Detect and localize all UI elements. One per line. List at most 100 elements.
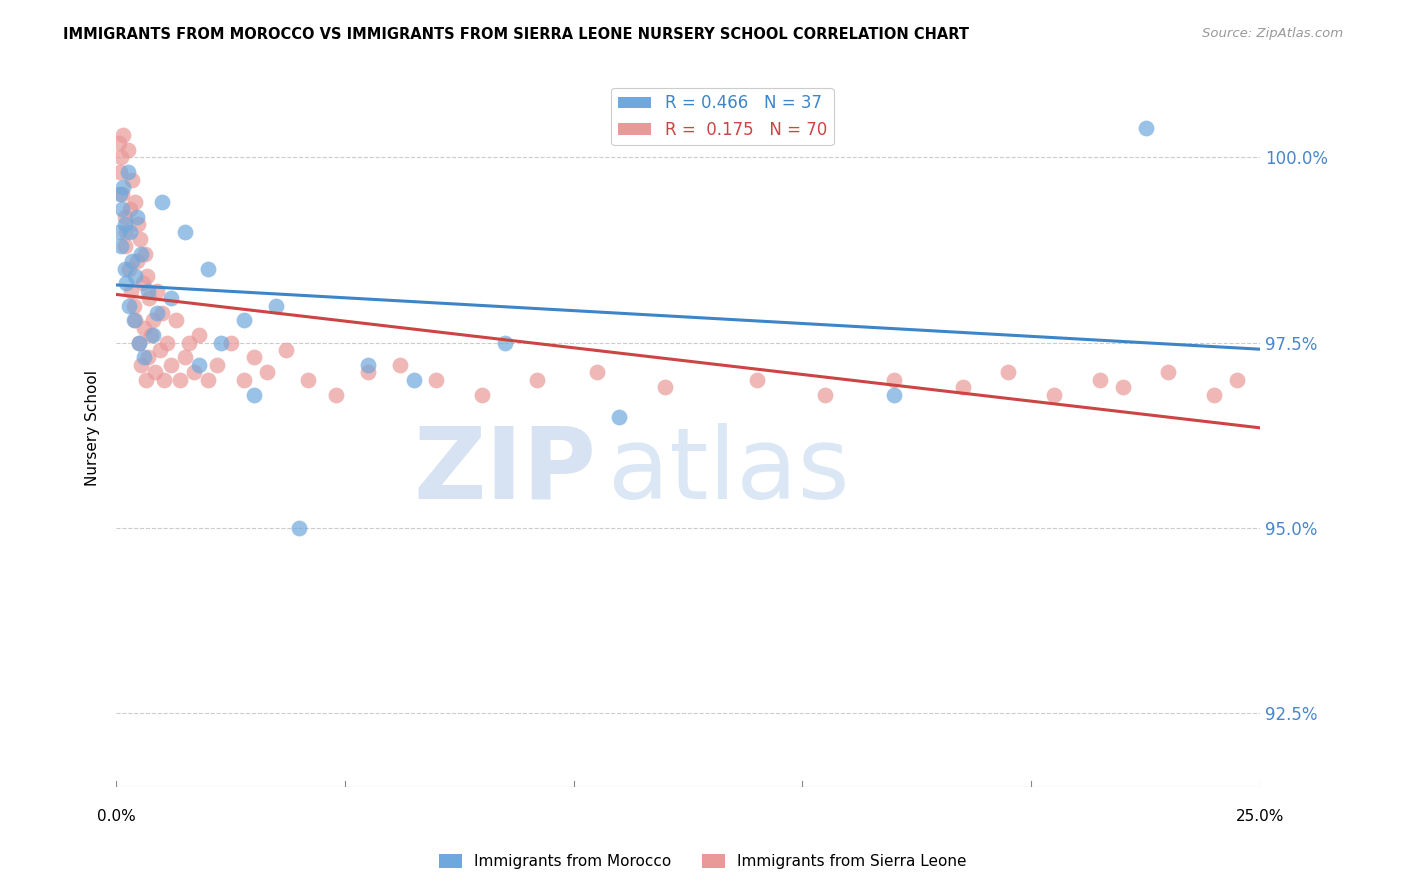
Point [160,291,183,305]
Y-axis label: Nursery School: Nursery School [86,370,100,486]
Point [160,358,183,372]
Point [121,254,143,268]
Point [169,373,191,387]
Legend: R = 0.466   N = 37, R =  0.175   N = 70: R = 0.466 N = 37, R = 0.175 N = 70 [612,87,834,145]
Point [135,373,157,387]
Point [114,217,136,231]
Point [173,351,195,365]
Point [288,521,311,535]
Point [132,321,155,335]
Text: ZIP: ZIP [413,423,596,519]
Point [110,239,132,253]
Point [114,210,136,224]
Point [118,225,141,239]
Point [136,351,159,365]
Point [112,128,135,143]
Point [107,136,129,150]
Point [122,299,145,313]
Point [127,217,149,231]
Point [114,239,136,253]
Point [266,299,288,313]
Point [138,291,160,305]
Point [745,373,768,387]
Point [388,358,411,372]
Point [153,373,176,387]
Point [131,358,153,372]
Point [1043,387,1066,401]
Point [129,232,152,246]
Point [205,358,228,372]
Text: 25.0%: 25.0% [1236,809,1284,824]
Point [187,328,209,343]
Point [125,254,148,268]
Text: 0.0%: 0.0% [97,809,135,824]
Point [183,365,205,379]
Point [526,373,548,387]
Point [179,335,201,350]
Point [197,261,219,276]
Text: Source: ZipAtlas.com: Source: ZipAtlas.com [1202,27,1343,40]
Point [125,210,148,224]
Point [132,277,155,291]
Point [1226,373,1249,387]
Point [585,365,607,379]
Point [297,373,319,387]
Point [274,343,297,357]
Point [149,343,172,357]
Point [108,187,131,202]
Point [136,284,159,298]
Point [114,261,136,276]
Point [146,284,169,298]
Point [112,180,135,194]
Point [654,380,676,394]
Point [143,365,166,379]
Point [132,351,155,365]
Point [118,299,141,313]
Point [242,351,264,365]
Point [187,358,209,372]
Point [425,373,447,387]
Point [357,358,380,372]
Point [115,277,138,291]
Point [115,225,138,239]
Point [1088,373,1111,387]
Point [325,387,347,401]
Point [471,387,494,401]
Point [124,313,146,327]
Point [402,373,425,387]
Point [131,246,153,260]
Point [219,335,242,350]
Point [883,373,905,387]
Point [233,313,256,327]
Point [111,202,134,217]
Point [128,335,150,350]
Point [165,313,187,327]
Point [197,373,219,387]
Point [117,165,139,179]
Point [1111,380,1133,394]
Point [128,335,150,350]
Point [609,409,631,424]
Point [952,380,974,394]
Point [136,268,159,283]
Point [1157,365,1180,379]
Point [120,284,142,298]
Point [121,172,143,186]
Point [150,194,173,209]
Point [110,150,132,164]
Point [117,143,139,157]
Point [124,194,146,209]
Point [242,387,264,401]
Point [211,335,233,350]
Point [494,335,516,350]
Point [122,313,145,327]
Legend: Immigrants from Morocco, Immigrants from Sierra Leone: Immigrants from Morocco, Immigrants from… [433,848,973,875]
Point [883,387,905,401]
Point [134,246,156,260]
Point [357,365,380,379]
Point [118,202,141,217]
Point [997,365,1019,379]
Point [150,306,173,320]
Point [173,225,195,239]
Text: IMMIGRANTS FROM MOROCCO VS IMMIGRANTS FROM SIERRA LEONE NURSERY SCHOOL CORRELATI: IMMIGRANTS FROM MOROCCO VS IMMIGRANTS FR… [63,27,969,42]
